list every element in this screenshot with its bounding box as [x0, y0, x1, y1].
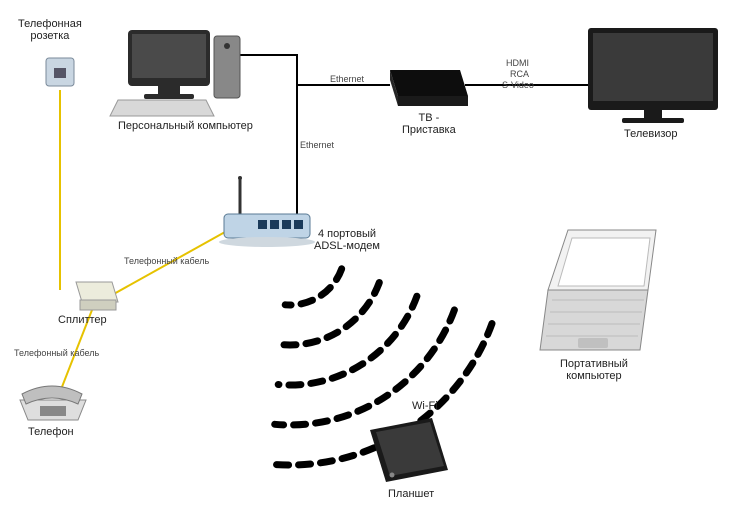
diagram-svg: [0, 0, 735, 509]
tv-icon: [588, 28, 718, 123]
label-cable-phone-2: Телефонный кабель: [124, 256, 209, 266]
modem-icon: [219, 176, 315, 247]
diagram-stage: Телефонная розетка Персональный компьюте…: [0, 0, 735, 509]
label-splitter: Сплиттер: [58, 314, 107, 326]
wall-jack-icon: [46, 58, 74, 86]
stb-icon: [390, 70, 468, 106]
label-cable-eth-2: Ethernet: [330, 74, 364, 84]
label-tv: Телевизор: [624, 128, 678, 140]
label-modem: 4 портовый ADSL-модем: [314, 228, 380, 252]
tablet-icon: [370, 418, 448, 482]
splitter-icon: [76, 282, 118, 310]
phone-icon: [20, 386, 86, 420]
label-tablet: Планшет: [388, 488, 434, 500]
label-wifi: Wi-Fi: [412, 400, 438, 412]
label-wall-jack: Телефонная розетка: [18, 18, 82, 42]
label-cable-eth-1: Ethernet: [300, 140, 334, 150]
label-pc: Персональный компьютер: [118, 120, 253, 132]
label-cable-svideo: S-Video: [502, 80, 534, 90]
label-stb: ТВ - Приставка: [402, 112, 456, 136]
label-cable-hdmi: HDMI: [506, 58, 529, 68]
label-phone: Телефон: [28, 426, 74, 438]
label-cable-rca: RCA: [510, 69, 529, 79]
label-laptop: Портативный компьютер: [560, 358, 628, 382]
pc-icon: [110, 30, 240, 116]
label-cable-phone-3: Телефонный кабель: [14, 348, 99, 358]
laptop-icon: [540, 230, 656, 350]
